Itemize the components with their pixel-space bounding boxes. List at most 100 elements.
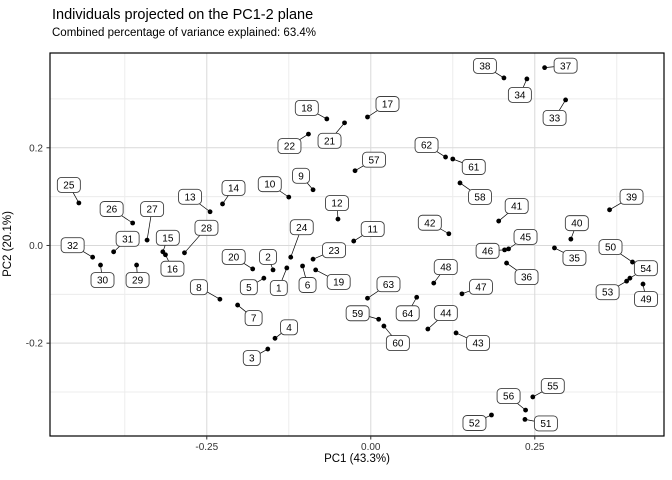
data-point xyxy=(130,220,136,226)
data-point xyxy=(220,201,225,207)
data-point xyxy=(342,120,347,126)
data-point xyxy=(144,237,150,243)
point-label: 15 xyxy=(162,233,174,244)
point-label-box xyxy=(462,415,487,431)
point-label: 14 xyxy=(228,184,240,195)
point-label-box xyxy=(189,279,208,296)
data-point xyxy=(352,168,358,174)
point-label-box xyxy=(277,138,302,155)
data-point xyxy=(530,394,536,400)
point-label-box xyxy=(472,57,497,74)
data-point xyxy=(207,209,213,215)
point-label: 2 xyxy=(265,253,271,264)
point-label: 7 xyxy=(251,314,257,325)
point-label: 12 xyxy=(331,199,343,210)
point-label-box xyxy=(155,229,180,246)
panel-background xyxy=(50,53,664,436)
data-point xyxy=(270,267,276,273)
point-label-box xyxy=(553,57,578,74)
point-label-box xyxy=(562,249,587,266)
data-point xyxy=(310,256,316,262)
data-point xyxy=(300,263,305,269)
point-label-box xyxy=(140,201,165,218)
y-tick-label: 0.2 xyxy=(29,143,43,154)
point-label: 59 xyxy=(352,309,364,320)
point-label-box xyxy=(345,305,370,322)
point-label-box xyxy=(257,176,282,193)
point-label: 42 xyxy=(424,218,436,229)
point-label: 13 xyxy=(184,192,196,203)
chart-subtitle: Combined percentage of variance explaine… xyxy=(52,27,317,39)
point-label: 35 xyxy=(569,254,581,265)
x-tick-label: 0.25 xyxy=(525,442,545,453)
point-label: 36 xyxy=(521,273,533,284)
point-label: 60 xyxy=(392,339,404,350)
point-label-box xyxy=(239,279,258,296)
point-label-box xyxy=(496,388,521,405)
point-label-box xyxy=(56,177,81,193)
data-point xyxy=(504,260,509,266)
data-point xyxy=(496,218,502,224)
point-label-box xyxy=(466,334,491,351)
point-label-box xyxy=(298,277,317,293)
data-point xyxy=(90,254,96,260)
data-point xyxy=(453,330,459,336)
chart-title: Individuals projected on the PC1-2 plane xyxy=(52,7,314,23)
point-label: 21 xyxy=(324,136,336,147)
point-label-box xyxy=(504,198,529,215)
point-label: 31 xyxy=(122,234,134,245)
point-label: 16 xyxy=(167,264,179,275)
point-label: 55 xyxy=(547,382,559,393)
point-label-box xyxy=(540,377,565,394)
point-label: 40 xyxy=(571,219,583,230)
point-label-box xyxy=(513,228,538,245)
point-label-box xyxy=(242,350,261,366)
data-point xyxy=(414,294,420,300)
point-label: 51 xyxy=(540,419,552,430)
point-label-box xyxy=(125,272,150,288)
point-label-box xyxy=(90,272,115,288)
point-label-box xyxy=(221,248,246,265)
panel-border xyxy=(49,52,665,437)
point-label-box xyxy=(99,201,124,217)
data-point xyxy=(630,259,635,265)
point-label-box xyxy=(533,415,558,432)
point-label-box xyxy=(376,276,401,293)
point-label: 47 xyxy=(475,282,487,293)
point-label: 8 xyxy=(196,283,202,294)
data-point xyxy=(489,412,494,418)
point-label: 30 xyxy=(97,276,109,287)
data-point xyxy=(376,316,382,322)
data-point xyxy=(286,194,292,200)
point-label: 43 xyxy=(472,339,484,350)
point-label-box xyxy=(60,237,85,254)
point-label-box xyxy=(280,319,298,336)
point-label-box xyxy=(385,335,410,352)
point-label: 23 xyxy=(328,246,340,257)
y-tick-label: 0.0 xyxy=(29,241,43,252)
point-label-box xyxy=(178,188,203,205)
point-label: 3 xyxy=(249,354,255,365)
point-label-box xyxy=(417,214,442,231)
y-tick-label: -0.2 xyxy=(26,339,44,350)
data-point xyxy=(627,275,633,281)
data-point xyxy=(506,246,511,252)
point-label: 29 xyxy=(132,276,144,287)
point-label-box xyxy=(598,239,623,256)
data-point xyxy=(306,131,311,137)
point-label-box xyxy=(514,269,539,286)
point-label: 56 xyxy=(503,392,515,403)
data-point xyxy=(624,278,630,284)
point-label-box xyxy=(244,310,263,327)
data-point xyxy=(502,247,507,253)
point-label-box xyxy=(507,86,532,103)
point-label-box xyxy=(322,242,346,259)
point-label: 9 xyxy=(298,171,304,182)
point-label: 26 xyxy=(106,205,118,216)
point-label-box xyxy=(326,273,351,290)
data-point xyxy=(163,252,168,258)
data-point xyxy=(450,156,456,162)
point-label: 53 xyxy=(602,288,614,299)
data-point xyxy=(134,262,139,268)
